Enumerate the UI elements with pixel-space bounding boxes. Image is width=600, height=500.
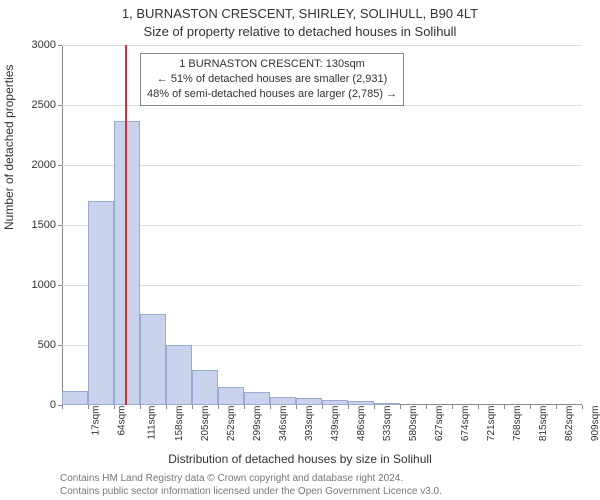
histogram-bar <box>296 398 322 405</box>
x-tick-label: 815sqm <box>538 406 549 442</box>
x-tick-label: 909sqm <box>590 406 600 442</box>
y-axis-label: Number of detached properties <box>2 65 16 230</box>
histogram-bar <box>218 387 244 405</box>
x-tick-mark <box>556 405 557 409</box>
x-tick-mark <box>62 405 63 409</box>
histogram-bar <box>166 345 192 405</box>
histogram-bar <box>374 403 400 405</box>
x-tick-label: 768sqm <box>512 406 523 442</box>
x-tick-label: 346sqm <box>278 406 289 442</box>
histogram-bar <box>322 400 348 405</box>
x-tick-label: 205sqm <box>200 406 211 442</box>
x-tick-label: 111sqm <box>147 406 158 440</box>
x-tick-label: 674sqm <box>460 406 471 442</box>
x-tick-label: 252sqm <box>226 406 237 442</box>
chart-subtitle: Size of property relative to detached ho… <box>0 24 600 39</box>
annotation-line: ← 51% of detached houses are smaller (2,… <box>147 72 397 87</box>
y-tick-label: 500 <box>16 339 56 351</box>
x-tick-mark <box>296 405 297 409</box>
y-tick-label: 2500 <box>16 99 56 111</box>
x-tick-label: 627sqm <box>434 406 445 442</box>
reference-line <box>125 45 127 405</box>
y-tick-label: 0 <box>16 399 56 411</box>
y-tick-label: 1000 <box>16 279 56 291</box>
y-tick-label: 2000 <box>16 159 56 171</box>
x-axis-label: Distribution of detached houses by size … <box>0 452 600 466</box>
x-tick-mark <box>88 405 89 409</box>
chart-title: 1, BURNASTON CRESCENT, SHIRLEY, SOLIHULL… <box>0 6 600 21</box>
x-tick-mark <box>582 405 583 409</box>
y-tick-mark <box>58 105 62 106</box>
y-tick-mark <box>58 345 62 346</box>
y-tick-mark <box>58 225 62 226</box>
y-tick-mark <box>58 45 62 46</box>
y-tick-mark <box>58 165 62 166</box>
annotation-line: 48% of semi-detached houses are larger (… <box>147 87 397 102</box>
y-tick-label: 3000 <box>16 39 56 51</box>
x-tick-label: 64sqm <box>117 406 128 436</box>
gridline <box>62 45 582 46</box>
x-tick-mark <box>426 405 427 409</box>
x-tick-label: 533sqm <box>382 406 393 442</box>
plot-area: 05001000150020002500300017sqm64sqm111sqm… <box>62 45 582 405</box>
y-tick-label: 1500 <box>16 219 56 231</box>
x-tick-mark <box>530 405 531 409</box>
x-tick-mark <box>478 405 479 409</box>
x-tick-label: 17sqm <box>91 406 102 436</box>
annotation-box: 1 BURNASTON CRESCENT: 130sqm← 51% of det… <box>140 53 404 106</box>
histogram-bar <box>140 314 166 405</box>
histogram-bar <box>62 391 88 405</box>
x-tick-label: 393sqm <box>304 406 315 442</box>
gridline <box>62 225 582 226</box>
histogram-bar <box>244 392 270 405</box>
gridline <box>62 285 582 286</box>
x-tick-label: 580sqm <box>408 406 419 442</box>
chart-container: 1, BURNASTON CRESCENT, SHIRLEY, SOLIHULL… <box>0 0 600 500</box>
x-tick-label: 486sqm <box>356 406 367 442</box>
histogram-bar <box>348 401 374 405</box>
x-tick-label: 721sqm <box>486 406 497 442</box>
histogram-bar <box>88 201 114 405</box>
x-tick-mark <box>374 405 375 409</box>
x-tick-mark <box>140 405 141 409</box>
gridline <box>62 165 582 166</box>
x-tick-mark <box>452 405 453 409</box>
histogram-bar <box>192 370 218 405</box>
x-tick-mark <box>114 405 115 409</box>
x-tick-mark <box>348 405 349 409</box>
x-tick-mark <box>244 405 245 409</box>
footer-copyright-1: Contains HM Land Registry data © Crown c… <box>60 473 403 484</box>
x-tick-label: 862sqm <box>564 406 575 442</box>
x-tick-mark <box>400 405 401 409</box>
histogram-bar <box>114 121 140 405</box>
x-tick-label: 439sqm <box>330 406 341 442</box>
x-tick-mark <box>504 405 505 409</box>
annotation-line: 1 BURNASTON CRESCENT: 130sqm <box>147 57 397 72</box>
x-tick-mark <box>218 405 219 409</box>
histogram-bar <box>270 397 296 405</box>
x-tick-label: 158sqm <box>174 406 185 442</box>
x-tick-mark <box>192 405 193 409</box>
x-tick-mark <box>270 405 271 409</box>
x-tick-mark <box>166 405 167 409</box>
x-tick-mark <box>322 405 323 409</box>
y-tick-mark <box>58 285 62 286</box>
x-tick-label: 299sqm <box>252 406 263 442</box>
footer-copyright-2: Contains public sector information licen… <box>60 486 442 497</box>
